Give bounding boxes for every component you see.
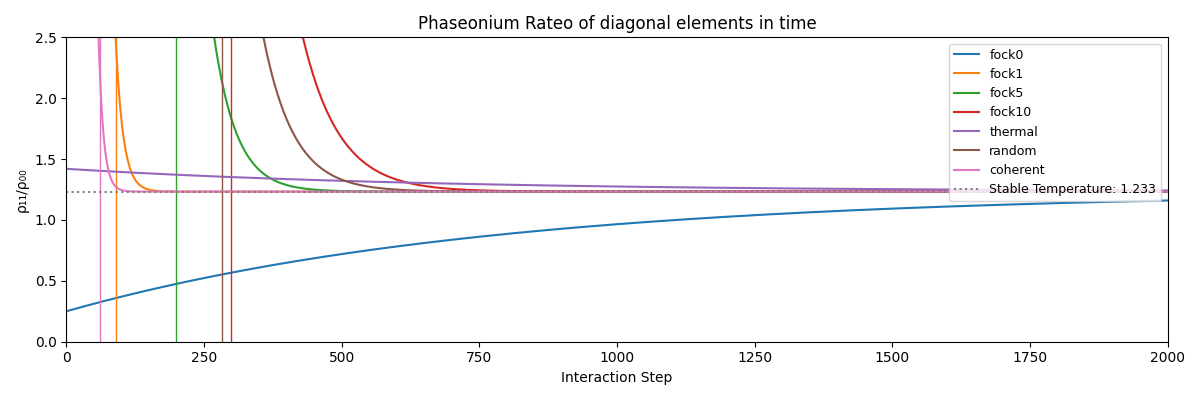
fock0: [104, 297, 119, 302]
coherent: [598, 189, 612, 194]
thermal: [125, 170, 139, 175]
coherent: [275, 189, 289, 194]
coherent: [1102, 189, 1116, 194]
fock5: [1160, 189, 1175, 194]
Line: fock10: fock10: [66, 0, 1168, 192]
Legend: fock0, fock1, fock5, fock10, thermal, random, coherent, Stable Temperature: 1.23: fock0, fock1, fock5, fock10, thermal, ra…: [949, 44, 1162, 201]
Stable Temperature: 1.233: (0, 1.23): 1.233: (0, 1.23): [59, 189, 73, 194]
Line: coherent: coherent: [66, 0, 1168, 192]
Line: fock1: fock1: [66, 0, 1168, 192]
fock0: [1102, 200, 1116, 204]
fock0: [64, 308, 78, 312]
coherent: [1160, 189, 1175, 194]
Stable Temperature: 1.233: (1, 1.23): 1.233: (1, 1.23): [60, 189, 74, 194]
random: [275, 106, 289, 110]
Line: random: random: [66, 0, 1168, 192]
thermal: [104, 169, 119, 174]
Title: Phaseonium Rateo of diagonal elements in time: Phaseonium Rateo of diagonal elements in…: [418, 15, 816, 33]
fock10: [598, 189, 612, 194]
coherent: [104, 178, 119, 183]
fock5: [1055, 189, 1069, 194]
fock1: [275, 189, 289, 194]
random: [1160, 189, 1175, 194]
fock0: [275, 261, 289, 266]
fock1: [1160, 189, 1175, 194]
fock5: [598, 189, 612, 194]
fock10: [1160, 189, 1175, 194]
thermal: [59, 166, 73, 171]
thermal: [1102, 188, 1116, 193]
fock1: [125, 172, 139, 176]
Line: fock5: fock5: [66, 0, 1168, 192]
fock10: [1102, 189, 1116, 194]
fock1: [391, 189, 406, 194]
fock0: [59, 309, 73, 314]
Line: fock0: fock0: [66, 200, 1168, 311]
fock5: [1102, 189, 1116, 194]
fock0: [598, 223, 612, 228]
fock0: [125, 292, 139, 296]
coherent: [276, 189, 290, 194]
random: [1102, 189, 1116, 194]
thermal: [64, 167, 78, 172]
coherent: [125, 189, 139, 194]
fock0: [1160, 198, 1175, 203]
fock1: [598, 189, 612, 194]
thermal: [1160, 188, 1175, 193]
fock5: [275, 181, 289, 186]
Line: thermal: thermal: [66, 169, 1168, 190]
fock1: [1102, 189, 1116, 194]
random: [598, 189, 612, 194]
thermal: [598, 184, 612, 189]
thermal: [275, 176, 289, 181]
Y-axis label: ρ₁₁/ρ₀₀: ρ₁₁/ρ₀₀: [16, 167, 29, 212]
X-axis label: Interaction Step: Interaction Step: [562, 371, 672, 385]
